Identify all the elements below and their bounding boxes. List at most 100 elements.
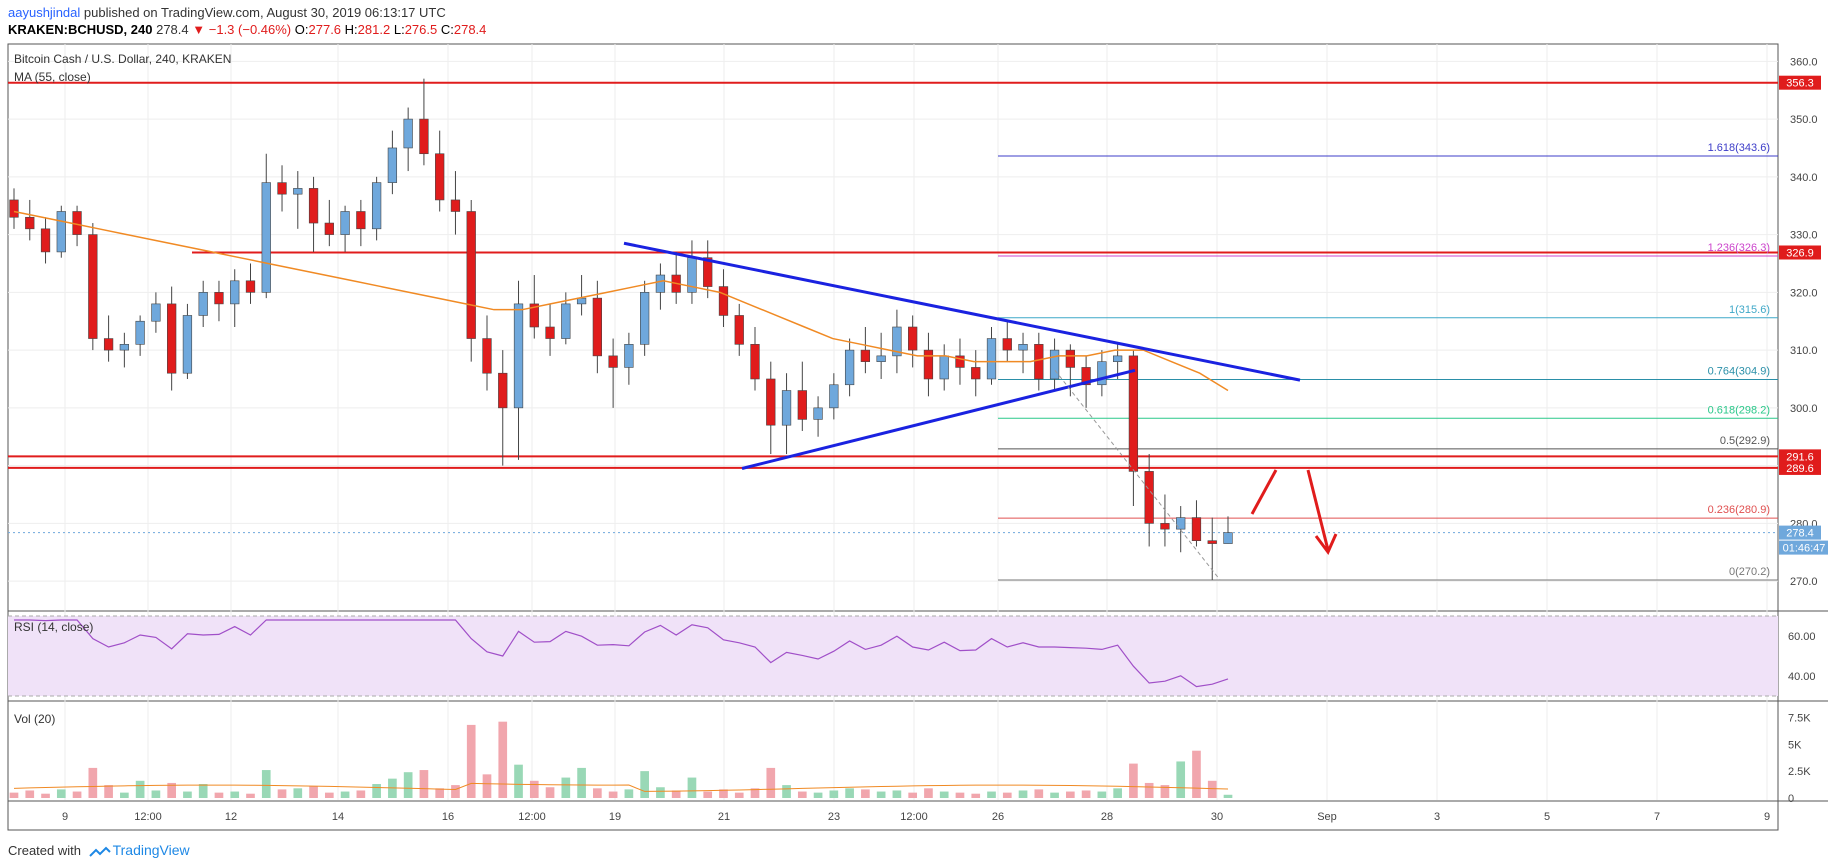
price-badge xyxy=(1779,449,1821,464)
volume-bar xyxy=(624,789,634,798)
volume-bar xyxy=(324,792,334,798)
y-tick-label: 320.0 xyxy=(1790,287,1818,299)
candle-body xyxy=(1081,367,1091,386)
candle-body xyxy=(1113,355,1123,362)
candle-body xyxy=(419,118,429,155)
volume-bar xyxy=(829,790,839,798)
x-tick-label: 28 xyxy=(1101,811,1113,823)
volume-tick-label: 5K xyxy=(1788,739,1802,751)
fib-level-label: 1.618(343.6) xyxy=(1708,142,1770,154)
x-tick-label: 5 xyxy=(1544,811,1550,823)
volume-bar xyxy=(924,788,933,798)
candle-body xyxy=(340,211,350,235)
candle-body xyxy=(860,349,871,362)
volume-bar xyxy=(1018,790,1028,798)
x-tick-label: 26 xyxy=(992,811,1004,823)
x-tick-label: 21 xyxy=(718,811,730,823)
low-value: 276.5 xyxy=(404,22,438,37)
down-arrow xyxy=(1306,469,1338,555)
candle-body xyxy=(781,390,792,426)
volume-legend: Vol (20) xyxy=(14,712,55,726)
candle-body xyxy=(387,147,398,183)
candle-body xyxy=(955,355,965,368)
volume-bar xyxy=(1160,785,1170,798)
volume-bar xyxy=(861,789,870,798)
candle-body xyxy=(513,303,524,409)
volume-bar xyxy=(514,764,523,798)
candle-body xyxy=(939,355,949,380)
volume-bar xyxy=(372,784,381,798)
candle-body xyxy=(608,355,618,368)
volume-bar xyxy=(734,792,744,798)
candle-body xyxy=(1097,361,1107,386)
x-tick-label: 3 xyxy=(1434,811,1440,823)
volume-bar xyxy=(120,792,129,798)
candle-body xyxy=(9,199,19,218)
symbol-label: KRAKEN:BCHUSD, 240 xyxy=(8,22,153,37)
volume-bar xyxy=(971,793,981,798)
y-tick-label: 330.0 xyxy=(1790,230,1818,242)
candle-body xyxy=(545,326,555,339)
fib-level-label: 0(270.2) xyxy=(1729,566,1770,578)
x-tick-label: Sep xyxy=(1317,811,1337,823)
volume-tick-label: 2.5K xyxy=(1788,766,1811,778)
candle-body xyxy=(198,292,208,316)
candle-body xyxy=(592,297,602,357)
ascending-trendline xyxy=(741,368,1136,470)
y-tick-label: 270.0 xyxy=(1790,576,1818,588)
x-tick-label: 16 xyxy=(442,811,454,823)
volume-bar xyxy=(987,791,996,798)
candle-body xyxy=(1144,471,1154,524)
price-badge xyxy=(1779,245,1821,260)
candle-body xyxy=(103,338,114,351)
volume-bar xyxy=(797,791,807,798)
price-badge-label: 289.6 xyxy=(1786,463,1814,475)
price-badge-label: 291.6 xyxy=(1786,451,1814,463)
tradingview-brand-link[interactable]: TradingView xyxy=(112,842,190,858)
candle-body xyxy=(261,182,271,293)
volume-bar xyxy=(88,767,98,798)
open-value: 277.6 xyxy=(308,22,342,37)
high-value: 281.2 xyxy=(357,22,391,37)
volume-bar xyxy=(656,787,665,798)
candle-body xyxy=(1002,338,1012,351)
candle-body xyxy=(1049,349,1060,380)
volume-bar xyxy=(451,785,460,798)
high-label: H: xyxy=(344,22,358,37)
volume-bar xyxy=(482,774,492,798)
candle-body xyxy=(245,280,256,293)
candle-body xyxy=(308,188,319,224)
close-label: C: xyxy=(440,22,454,37)
volume-bar xyxy=(356,790,366,798)
y-tick-label: 340.0 xyxy=(1790,172,1818,184)
candle-body xyxy=(324,222,334,235)
volume-bar xyxy=(1034,789,1044,798)
volume-bar xyxy=(261,770,271,798)
candle-body xyxy=(1160,523,1170,530)
volume-bar xyxy=(1113,788,1122,798)
candle-body xyxy=(1191,517,1202,541)
x-tick-label: 23 xyxy=(828,811,840,823)
y-tick-label: 310.0 xyxy=(1790,345,1818,357)
fib-level-label: 0.618(298.2) xyxy=(1708,404,1770,416)
volume-bar xyxy=(466,724,476,798)
candle-body xyxy=(230,280,240,305)
candle-body xyxy=(1018,344,1028,351)
y-tick-label: 300.0 xyxy=(1790,403,1818,415)
candle-body xyxy=(1034,344,1044,380)
candle-body xyxy=(371,182,382,230)
low-label: L: xyxy=(393,22,405,37)
volume-tick-label: 7.5K xyxy=(1788,712,1811,724)
candle-body xyxy=(986,338,997,380)
candle-body xyxy=(797,390,807,420)
fib-trend-line xyxy=(1054,370,1221,581)
volume-bar xyxy=(939,791,949,798)
volume-bar xyxy=(1129,763,1138,798)
open-label: O: xyxy=(294,22,309,37)
volume-bar xyxy=(1097,791,1107,798)
volume-bar xyxy=(214,792,224,798)
candle-body xyxy=(482,338,492,374)
author-link[interactable]: aayushjindal xyxy=(8,5,81,20)
x-tick-label: 12:00 xyxy=(900,811,928,823)
